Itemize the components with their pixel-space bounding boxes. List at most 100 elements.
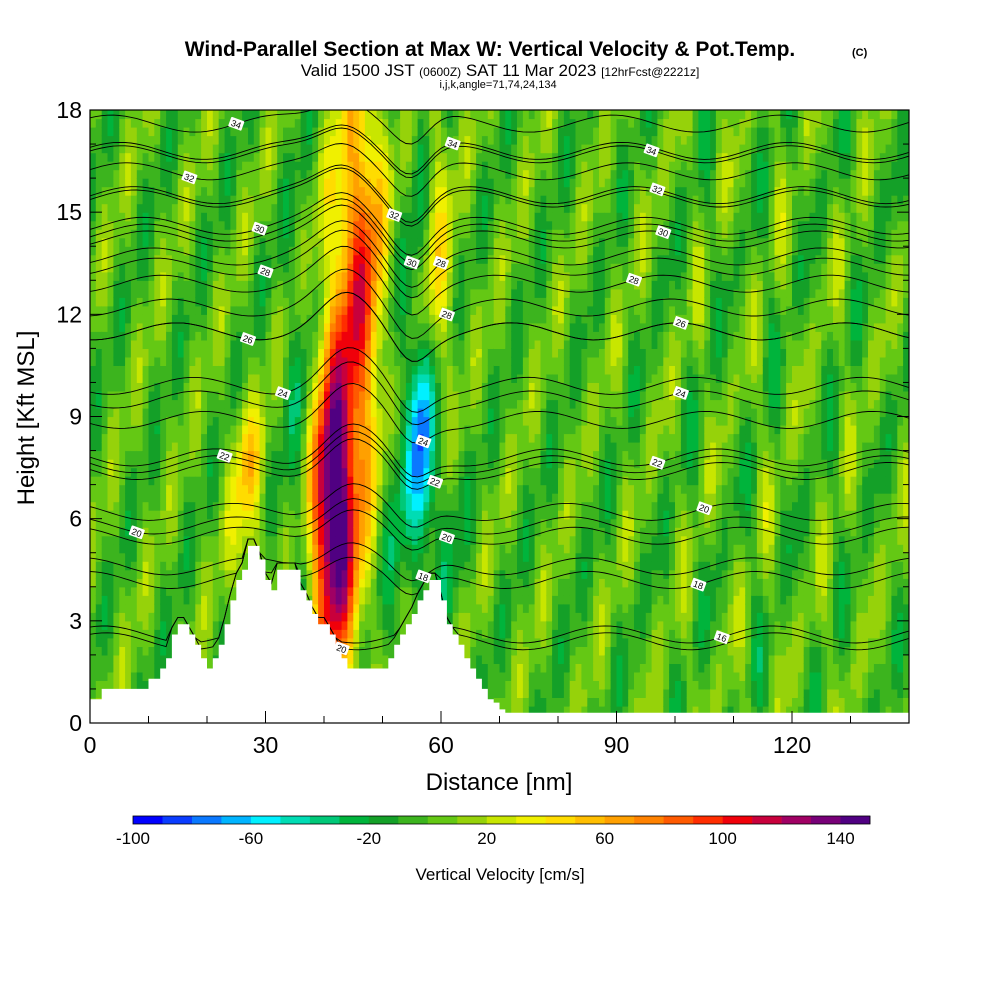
velocity-cell xyxy=(224,365,231,375)
velocity-cell xyxy=(318,237,325,247)
velocity-cell xyxy=(329,373,337,383)
velocity-cell xyxy=(353,552,360,562)
velocity-cell xyxy=(107,612,114,622)
velocity-cell xyxy=(481,229,489,239)
velocity-cell xyxy=(288,501,296,511)
velocity-cell xyxy=(166,484,173,494)
velocity-cell xyxy=(376,535,384,545)
velocity-cell xyxy=(288,144,296,154)
velocity-cell xyxy=(481,671,489,681)
velocity-cell xyxy=(458,629,465,639)
velocity-cell xyxy=(324,518,331,528)
velocity-cell xyxy=(148,152,155,162)
velocity-cell xyxy=(452,322,460,332)
velocity-cell xyxy=(458,305,465,315)
velocity-cell xyxy=(171,518,179,528)
velocity-cell xyxy=(271,246,278,256)
velocity-cell xyxy=(481,356,489,366)
velocity-cell xyxy=(242,399,249,409)
velocity-cell xyxy=(364,263,372,273)
velocity-cell xyxy=(400,297,407,307)
velocity-cell xyxy=(458,459,465,469)
velocity-cell xyxy=(476,322,483,332)
velocity-cell xyxy=(388,391,395,401)
velocity-cell xyxy=(335,314,343,324)
velocity-cell xyxy=(90,144,97,154)
velocity-cell xyxy=(364,646,372,656)
velocity-cell xyxy=(370,271,378,281)
velocity-cell xyxy=(142,365,150,375)
velocity-cell xyxy=(400,484,407,494)
velocity-cell xyxy=(271,135,278,145)
velocity-cell xyxy=(306,586,313,596)
velocity-cell xyxy=(347,178,354,188)
velocity-cell xyxy=(183,331,190,341)
velocity-cell xyxy=(130,399,138,409)
velocity-cell xyxy=(452,459,460,469)
velocity-cell xyxy=(481,220,489,230)
velocity-cell xyxy=(464,331,471,341)
velocity-cell xyxy=(148,144,155,154)
velocity-cell xyxy=(300,135,308,145)
velocity-cell xyxy=(446,365,454,375)
velocity-cell xyxy=(353,314,360,324)
velocity-cell xyxy=(359,408,366,418)
velocity-cell xyxy=(364,544,372,554)
velocity-cell xyxy=(113,314,120,324)
velocity-cell xyxy=(405,399,413,409)
velocity-cell xyxy=(324,501,331,511)
velocity-cell xyxy=(130,442,138,452)
velocity-cell xyxy=(329,237,337,247)
velocity-cell xyxy=(125,365,132,375)
velocity-cell xyxy=(487,425,495,435)
velocity-cell xyxy=(470,612,477,622)
velocity-cell xyxy=(148,476,155,486)
velocity-cell xyxy=(376,484,384,494)
velocity-cell xyxy=(207,254,214,264)
velocity-cell xyxy=(464,161,471,171)
velocity-cell xyxy=(347,314,354,324)
velocity-cell xyxy=(464,493,471,503)
velocity-cell xyxy=(312,510,319,520)
velocity-cell xyxy=(364,535,372,545)
velocity-cell xyxy=(359,442,366,452)
velocity-cell xyxy=(353,510,360,520)
velocity-cell xyxy=(405,408,413,418)
velocity-cell xyxy=(154,518,161,528)
velocity-cell xyxy=(271,348,278,358)
velocity-cell xyxy=(218,578,226,588)
velocity-cell xyxy=(376,297,384,307)
velocity-cell xyxy=(446,442,454,452)
velocity-cell xyxy=(435,297,442,307)
velocity-cell xyxy=(212,254,220,264)
velocity-cell xyxy=(400,348,407,358)
velocity-cell xyxy=(400,178,407,188)
velocity-cell xyxy=(435,450,442,460)
velocity-cell xyxy=(335,603,343,613)
velocity-cell xyxy=(464,552,471,562)
velocity-cell xyxy=(411,246,419,256)
velocity-cell xyxy=(306,144,313,154)
velocity-cell xyxy=(259,254,267,264)
velocity-cell xyxy=(476,416,483,426)
velocity-cell xyxy=(353,331,360,341)
velocity-cell xyxy=(218,169,226,179)
velocity-cell xyxy=(364,527,372,537)
velocity-cell xyxy=(288,442,296,452)
velocity-cell xyxy=(171,501,179,511)
velocity-cell xyxy=(405,263,413,273)
velocity-cell xyxy=(370,373,378,383)
velocity-cell xyxy=(470,595,477,605)
velocity-cell xyxy=(318,178,325,188)
velocity-cell xyxy=(364,135,372,145)
velocity-cell xyxy=(394,518,401,528)
velocity-cell xyxy=(107,288,114,298)
velocity-cell xyxy=(382,280,389,290)
velocity-cell xyxy=(171,195,179,205)
velocity-cell xyxy=(370,135,378,145)
velocity-cell xyxy=(224,305,231,315)
velocity-cell xyxy=(253,263,261,273)
velocity-cell xyxy=(189,118,196,128)
velocity-cell xyxy=(283,271,290,281)
velocity-cell xyxy=(207,110,214,120)
